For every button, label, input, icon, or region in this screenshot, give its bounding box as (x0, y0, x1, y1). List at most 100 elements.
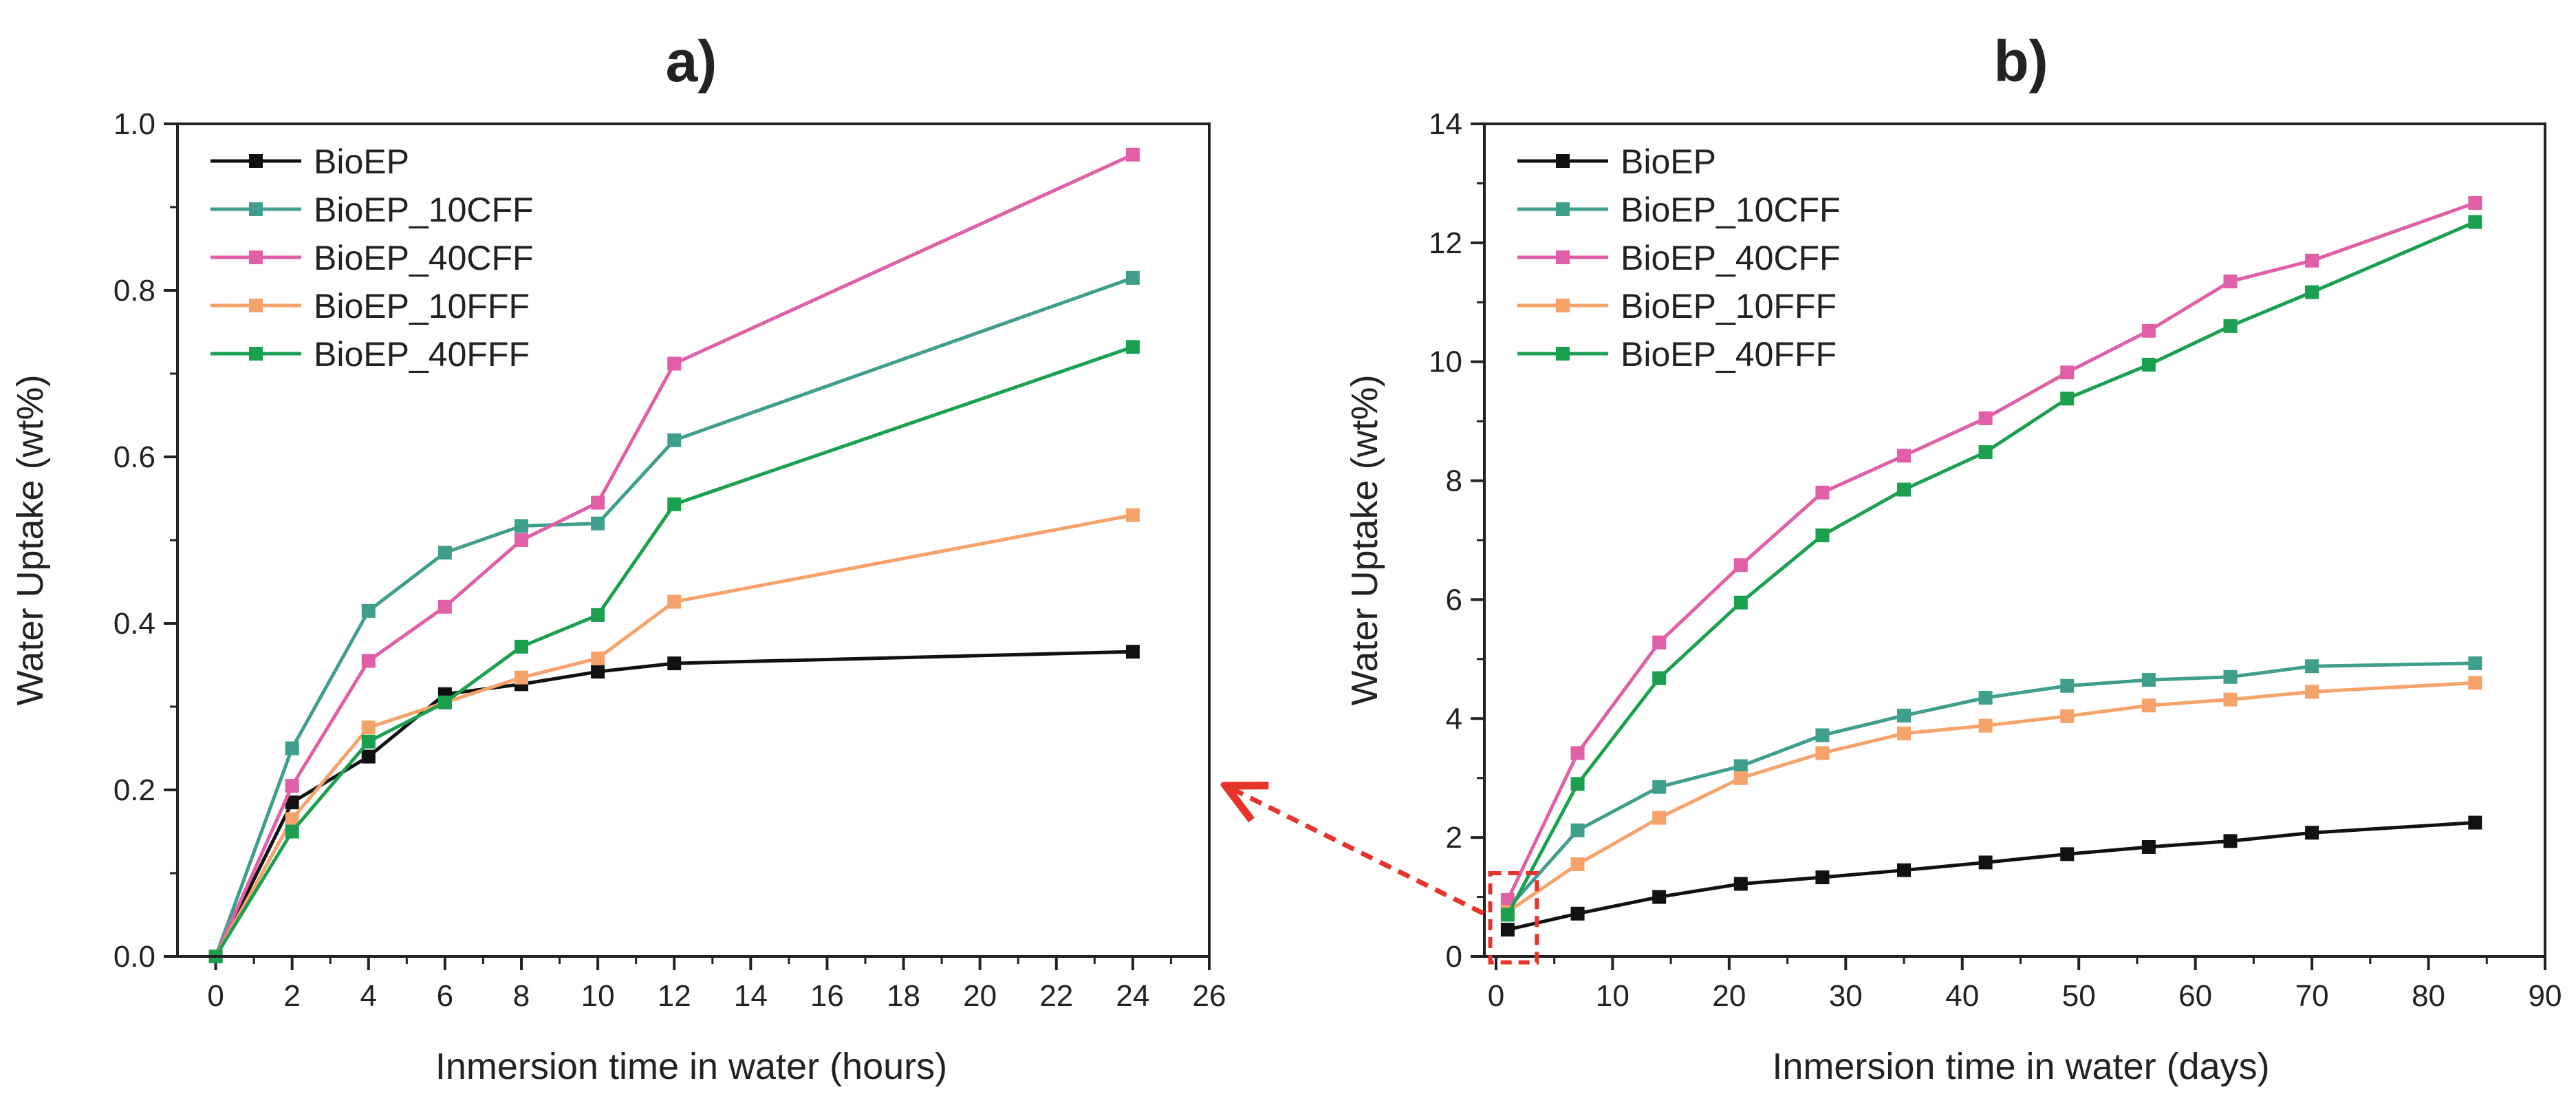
panel-b-data-point-bioep-40fff (2223, 319, 2238, 333)
legend-label-bioep-10cff: BioEP_10CFF (1621, 191, 1841, 229)
legend-marker-bioep (249, 154, 263, 168)
panel-b-data-point-bioep-10fff (2305, 685, 2319, 699)
panel-a-x-tick-label: 8 (513, 979, 530, 1013)
panel-b-ticks: 0 10 20 30 40 50 60 70 80 90 0 2 4 6 8 10 12 14 (1429, 107, 2562, 1013)
panel-b-series-line-bioep-40fff (1506, 220, 2476, 916)
panel-b-y-axis-title: Water Uptake (wt%) (1344, 374, 1385, 705)
panel-b-data-point-bioep-10fff (1570, 857, 1585, 872)
panel-a-y-tick-label: 0.0 (113, 940, 155, 974)
panel-b-data-point-bioep-40cff (1978, 411, 1993, 425)
panel-b-data-point-bioep-40cff (1897, 449, 1912, 463)
panel-b-data-point-bioep-40cff (2305, 253, 2319, 268)
panel-a-data-point-bioep-40cff (437, 599, 452, 614)
panel-a-data-point-bioep-10fff (361, 720, 376, 735)
panel-a-y-tick-label: 0.8 (113, 274, 155, 308)
panel-a-label: a) (666, 29, 717, 94)
panel-b-data-point-bioep-10cff (1978, 691, 1993, 705)
panel-b-data-point-bioep-10fff (2468, 676, 2482, 690)
panel-a-data-point-bioep-10cff (437, 546, 452, 560)
panel-a-data-point-bioep-40fff (437, 695, 452, 709)
panel-b-data-point-bioep (1733, 877, 1748, 891)
panel-a-data-point-bioep-10cff (361, 603, 376, 618)
legend-marker-bioep-10cff (1556, 202, 1570, 216)
panel-b-data-point-bioep-10fff (2060, 709, 2075, 723)
panel-a-data-point-bioep-10cff (515, 519, 528, 533)
legend-marker-bioep (1556, 154, 1570, 168)
panel-a-ticks: 0 2 4 6 8 10 12 14 16 18 20 22 24 260.00.20.40.60.81.… (113, 107, 1226, 1013)
panel-a-data-point-bioep-10fff (591, 651, 605, 665)
panel-b-x-tick-label: 70 (2295, 979, 2329, 1013)
panel-a-y-tick-label: 0.6 (113, 440, 155, 474)
panel-b-data-point-bioep (1570, 906, 1585, 921)
legend-label-bioep-40fff: BioEP_40FFF (314, 335, 530, 374)
panel-a-plot-frame (176, 122, 1211, 958)
panel-b-data-point-bioep-10fff (1897, 726, 1912, 740)
panel-b-data-point-bioep-10cff (1897, 708, 1912, 722)
panel-a-x-tick-label: 22 (1039, 979, 1073, 1013)
panel-a-x-tick-label: 12 (658, 979, 691, 1013)
panel-a-data-point-bioep-40fff (285, 824, 299, 839)
panel-b-data-point-bioep-10cff (2141, 673, 2156, 687)
panel-b-label: b) (1993, 29, 2048, 94)
panel-b-data-point-bioep-40cff (1500, 892, 1515, 907)
panel-a-x-tick-label: 16 (810, 979, 844, 1013)
panel-b-x-tick-label: 30 (1829, 979, 1863, 1013)
panel-b-x-tick-label: 50 (2062, 979, 2096, 1013)
panel-a-data-point-bioep-40fff (361, 734, 376, 749)
legend-marker-bioep-40fff (249, 347, 263, 361)
panel-a-y-tick-label: 0.4 (113, 607, 155, 641)
panel-b-data-point-bioep-40cff (2060, 365, 2075, 380)
panel-b-data-point-bioep (1897, 863, 1912, 877)
panel-a-x-axis-title: Inmersion time in water (hours) (435, 1046, 947, 1087)
legend-label-bioep-40cff: BioEP_40CFF (1621, 239, 1841, 277)
legend-marker-bioep-40cff (249, 250, 263, 264)
panel-a-x-tick-label: 20 (963, 979, 997, 1013)
panel-a-data-point-bioep (361, 749, 376, 764)
panel-b-data-point-bioep-40cff (2141, 323, 2156, 338)
panel-b-data-point-bioep-10fff (2141, 698, 2156, 713)
legend-label-bioep: BioEP (1621, 142, 1716, 181)
legend-marker-bioep-10fff (249, 299, 263, 312)
panel-a-x-tick-label: 26 (1193, 979, 1226, 1013)
panel-a-series-line-bioep-40fff (214, 345, 1134, 958)
panel-b-y-tick-label: 4 (1446, 702, 1462, 736)
panel-b-legend: BioEP BioEP_10CFF BioEP_40CFF BioEP_10FFF Bi… (1517, 142, 1841, 374)
legend-marker-bioep-40fff (1556, 347, 1570, 361)
panel-a-data-point-bioep-40fff (1125, 340, 1140, 354)
zoom-arrow (1230, 788, 1485, 916)
panel-b-data-point-bioep-40fff (1978, 445, 1993, 460)
panel-b-data-point-bioep-10cff (1652, 780, 1667, 794)
panel-b-data-point-bioep (2060, 847, 2075, 861)
panel-a-legend: BioEP BioEP_10CFF BioEP_40CFF BioEP_10FFF Bi… (210, 142, 534, 374)
panel-b-x-tick-label: 40 (1945, 979, 1979, 1013)
panel-b-x-tick-label: 20 (1712, 979, 1746, 1013)
legend-marker-bioep-10cff (249, 202, 263, 216)
panel-a-x-tick-label: 14 (734, 979, 768, 1013)
panel-b-x-tick-label: 0 (1488, 979, 1504, 1013)
panel-b-data-point-bioep (2468, 815, 2482, 830)
panel-b-y-tick-label: 12 (1429, 226, 1462, 260)
panel-b-data-point-bioep-10fff (2223, 692, 2238, 707)
panel-a-data-point-bioep-40fff (515, 639, 528, 654)
panel-b-data-point-bioep (2223, 834, 2238, 848)
panel-b-data-point-bioep-40fff (2468, 215, 2482, 229)
panel-b-data-point-bioep-40cff (1815, 485, 1830, 500)
panel-b-data-point-bioep-40fff (1570, 777, 1585, 791)
panel-b-data-point-bioep-40fff (2305, 285, 2319, 299)
panel-b-y-tick-label: 0 (1446, 940, 1462, 974)
panel-b-data-point-bioep-10cff (1733, 759, 1748, 773)
panel-b-data-point-bioep-40fff (1500, 908, 1515, 922)
panel-a-data-point-bioep-40cff (591, 495, 605, 510)
panel-b-data-point-bioep-40cff (1733, 558, 1748, 572)
legend-label-bioep-10cff: BioEP_10CFF (314, 191, 534, 229)
panel-a-data-point-bioep-40cff (285, 778, 299, 793)
panel-a-x-tick-label: 4 (360, 979, 377, 1013)
panel-b-x-tick-label: 60 (2178, 979, 2212, 1013)
panel-a-data-point-bioep-10cff (1125, 270, 1140, 285)
panel-b-data-point-bioep-10cff (2060, 678, 2075, 693)
panel-b-data-point-bioep (1978, 855, 1993, 870)
panel-b-y-tick-label: 2 (1446, 821, 1462, 855)
panel-a-data-point-bioep (667, 656, 682, 671)
panel-b-series-line-bioep-10fff (1506, 681, 2476, 914)
